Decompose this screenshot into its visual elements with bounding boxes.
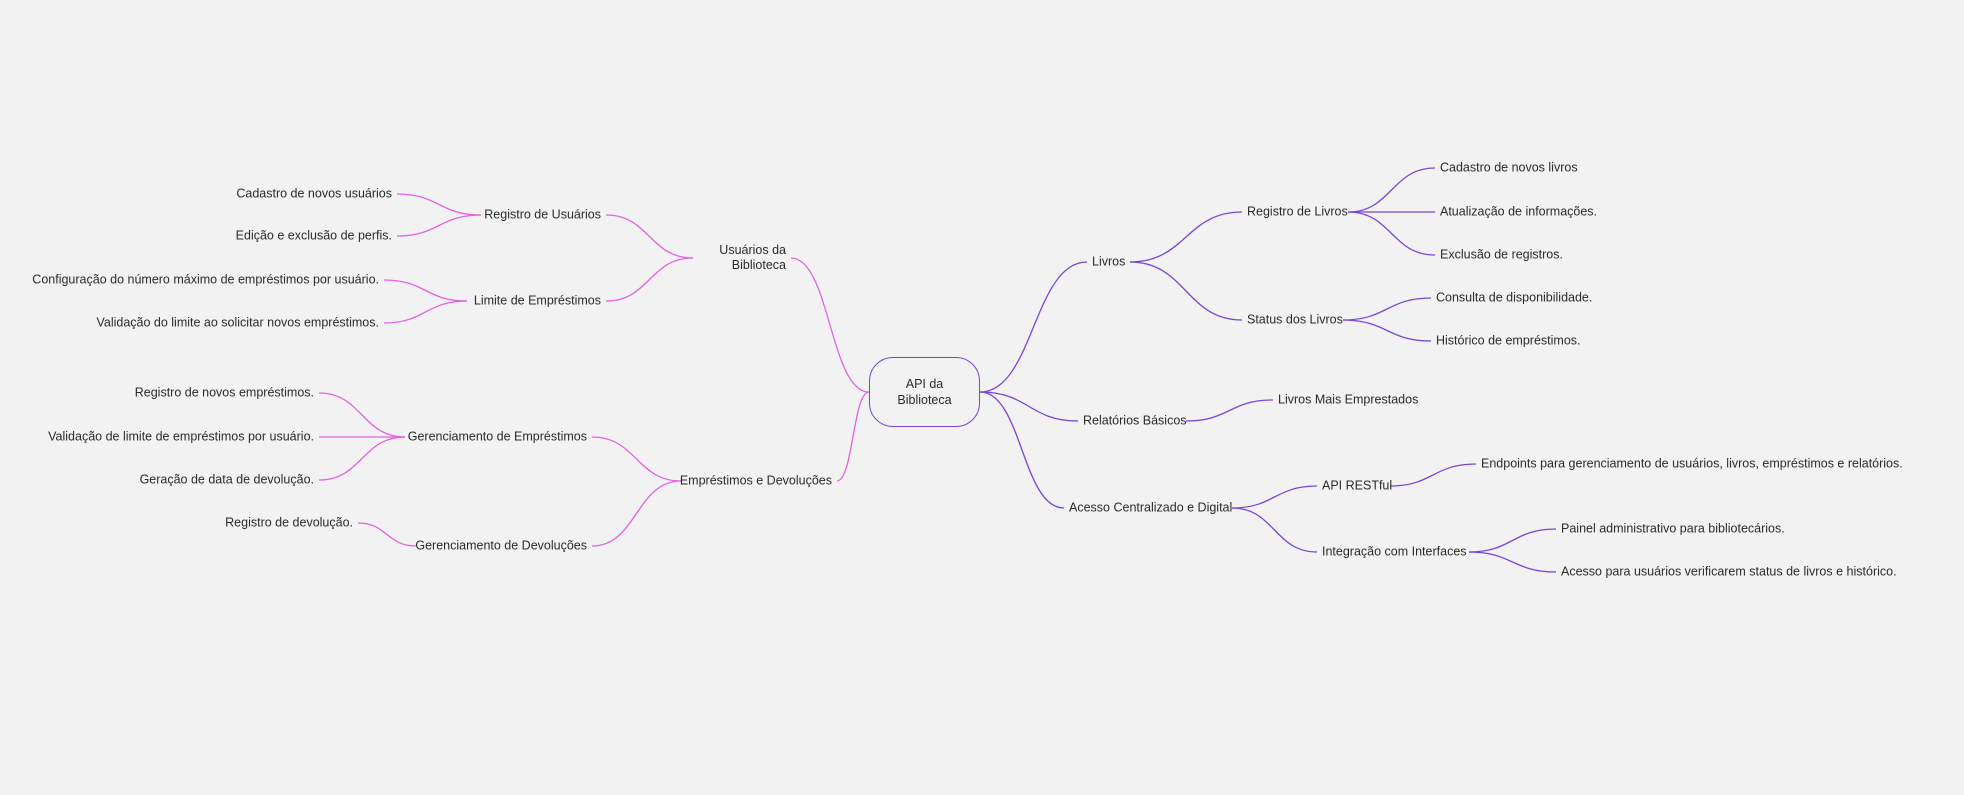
edge-usuarios-registro (605, 214, 694, 259)
edge-registro-cadastro-livros (1347, 167, 1436, 213)
node-consulta-disponibilidade[interactable]: Consulta de disponibilidade. (1436, 290, 1593, 305)
node-status-livros[interactable]: Status dos Livros (1247, 312, 1343, 327)
edge-registro-exclusao (1347, 211, 1436, 256)
node-registro-novos-emprestimos[interactable]: Registro de novos empréstimos. (134, 385, 314, 400)
node-validacao-limite-usuario[interactable]: Validação de limite de empréstimos por u… (48, 429, 314, 444)
node-livros-mais-emprestados[interactable]: Livros Mais Emprestados (1278, 392, 1419, 407)
edge-root-usuarios (790, 257, 870, 393)
root-label: API da Biblioteca (897, 377, 952, 407)
node-configuracao-maximo[interactable]: Configuração do número máximo de emprést… (32, 272, 379, 287)
node-usuarios-biblioteca[interactable]: Usuários da Biblioteca (706, 243, 786, 273)
edge-registro-cadastro (396, 193, 482, 216)
edge-integracao-acesso (1468, 551, 1557, 573)
edge-limite-validacao (383, 300, 468, 324)
node-registro-devolucao[interactable]: Registro de devolução. (225, 515, 353, 530)
root-node[interactable]: API da Biblioteca (869, 357, 980, 427)
node-cadastro-novos-usuarios[interactable]: Cadastro de novos usuários (236, 186, 392, 201)
edge-usuarios-limite (605, 257, 694, 302)
edge-emprestimos-gerenc-dev (591, 480, 682, 547)
node-registro-livros[interactable]: Registro de Livros (1247, 204, 1348, 219)
edge-emprestimos-gerenc-emp (591, 436, 682, 482)
node-historico-emprestimos[interactable]: Histórico de empréstimos. (1436, 333, 1581, 348)
edge-livros-registro (1129, 211, 1243, 263)
node-registro-usuarios[interactable]: Registro de Usuários (484, 207, 601, 222)
node-geracao-data-devolucao[interactable]: Geração de data de devolução. (139, 472, 314, 487)
edge-root-emprestimos (836, 391, 870, 482)
node-usuarios-biblioteca-label: Usuários da Biblioteca (719, 243, 786, 272)
edge-relatorios-livros-mais (1185, 399, 1274, 422)
edge-root-acesso (979, 391, 1065, 509)
edge-gerenc-geracao (318, 436, 406, 481)
node-edicao-exclusao-perfis[interactable]: Edição e exclusão de perfis. (235, 228, 392, 243)
node-validacao-limite-solicitar[interactable]: Validação do limite ao solicitar novos e… (96, 315, 379, 330)
edge-acesso-integracao (1231, 507, 1318, 553)
node-integracao-interfaces[interactable]: Integração com Interfaces (1322, 544, 1467, 559)
edge-status-historico (1342, 319, 1432, 342)
node-acesso-usuarios-verificarem[interactable]: Acesso para usuários verificarem status … (1561, 564, 1897, 579)
node-relatorios-basicos[interactable]: Relatórios Básicos (1083, 413, 1187, 428)
edge-gerenc-registro-novos (318, 392, 406, 438)
edge-integracao-painel (1468, 528, 1557, 553)
edge-gerenc-dev-registro (357, 522, 417, 547)
node-exclusao-registros[interactable]: Exclusão de registros. (1440, 247, 1563, 262)
node-livros[interactable]: Livros (1092, 254, 1126, 269)
node-gerenciamento-devolucoes[interactable]: Gerenciamento de Devoluções (415, 538, 587, 553)
node-atualizacao-informacoes[interactable]: Atualização de informações. (1440, 204, 1598, 219)
node-endpoints-gerenciamento[interactable]: Endpoints para gerenciamento de usuários… (1481, 456, 1903, 471)
edge-limite-config (383, 279, 468, 302)
edge-status-consulta (1342, 297, 1432, 321)
node-limite-emprestimos[interactable]: Limite de Empréstimos (473, 293, 601, 308)
node-acesso-centralizado[interactable]: Acesso Centralizado e Digital (1069, 500, 1233, 515)
node-api-restful[interactable]: API RESTful (1322, 478, 1393, 493)
edge-registro-edicao (396, 214, 482, 237)
edge-root-relatorios (979, 391, 1079, 422)
edge-root-livros (979, 261, 1088, 393)
node-gerenciamento-emprestimos[interactable]: Gerenciamento de Empréstimos (407, 429, 587, 444)
node-cadastro-novos-livros[interactable]: Cadastro de novos livros (1440, 160, 1578, 175)
edge-api-endpoints (1389, 463, 1477, 487)
edge-livros-status (1129, 261, 1243, 321)
node-painel-administrativo[interactable]: Painel administrativo para bibliotecário… (1561, 521, 1785, 536)
edge-acesso-api (1231, 485, 1318, 509)
node-emprestimos-devolucoes[interactable]: Empréstimos e Devoluções (679, 473, 832, 488)
